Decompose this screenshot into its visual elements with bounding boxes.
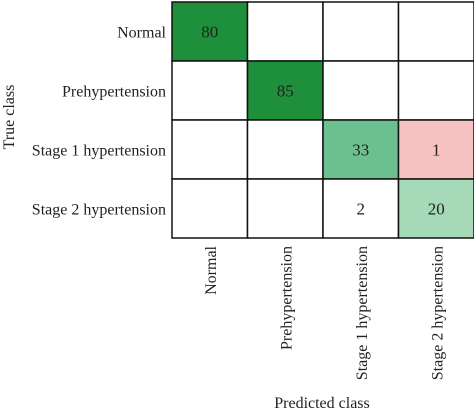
matrix-cell-r1-c3 [399,61,474,120]
row-label-normal: Normal [117,25,166,42]
cell-value-r3-c3: 20 [428,200,445,219]
matrix-cell-r0-c3 [399,2,474,61]
row-label-stage-1-hypertension: Stage 1 hypertension [32,143,166,160]
y-axis-title: True class [1,85,18,150]
matrix-cell-r3-c0 [172,179,248,238]
row-label-stage-2-hypertension: Stage 2 hypertension [32,202,166,219]
row-labels: Normal Prehypertension Stage 1 hypertensio… [32,25,167,219]
matrix-cell-r0-c2 [323,2,399,61]
matrix-cell-r1-c2 [323,61,399,120]
matrix-cell-r2-c1 [248,120,324,179]
row-label-prehypertension: Prehypertension [62,84,166,101]
cell-value-r0-c0: 80 [201,23,218,42]
x-axis-title: Predicted class [274,395,370,410]
cell-value-r2-c3: 1 [432,141,441,160]
matrix-cells: 80 85 33 1 2 20 [172,2,474,238]
matrix-cell-r2-c0 [172,120,248,179]
matrix-cell-r1-c0 [172,61,248,120]
cell-value-r2-c2: 33 [352,141,369,160]
column-labels: Normal Prehypertension Stage 1 hypertensio… [203,245,447,380]
matrix-cell-r3-c1 [248,179,324,238]
cell-value-r1-c1: 85 [277,82,294,101]
cell-value-r3-c2: 2 [357,200,366,219]
column-label-normal: Normal [203,245,220,294]
column-label-prehypertension: Prehypertension [278,246,295,350]
column-label-stage-2-hypertension: Stage 2 hypertension [429,246,446,380]
matrix-cell-r0-c1 [248,2,324,61]
column-label-stage-1-hypertension: Stage 1 hypertension [354,246,371,380]
